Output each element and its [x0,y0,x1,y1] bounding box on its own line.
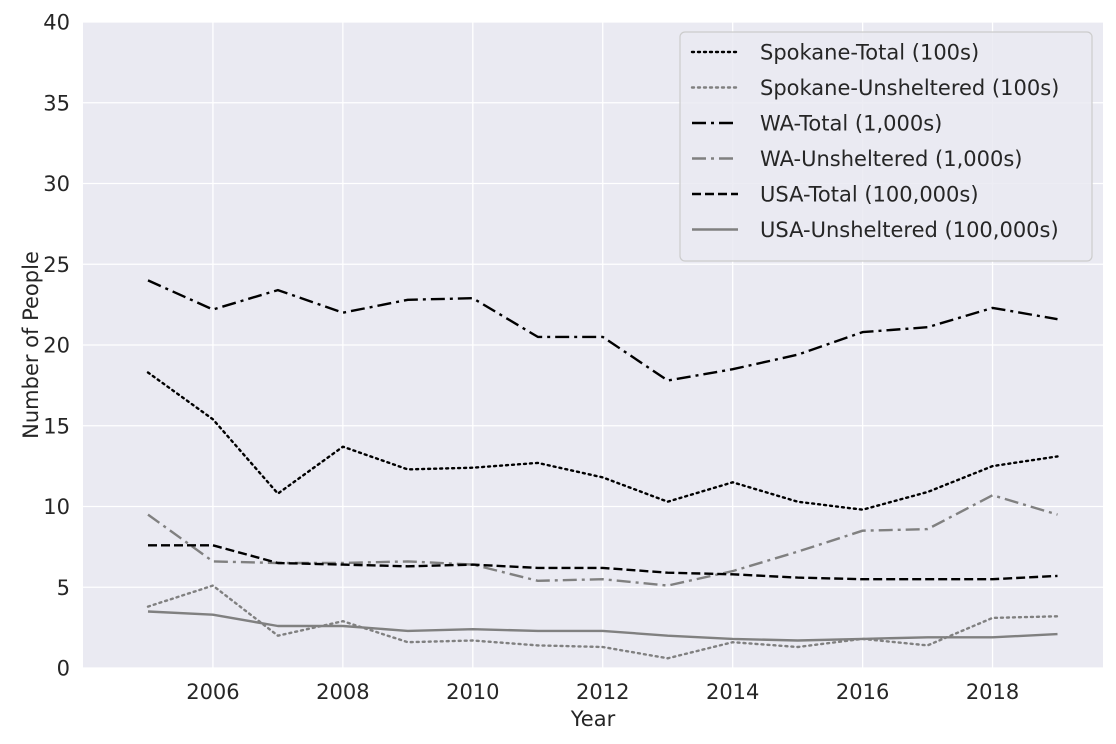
series-line-wa-total-1-000s [147,279,1058,382]
y-tick-label: 35 [43,91,70,115]
x-tick-label: 2018 [966,680,1019,704]
y-axis-label: Number of People [19,251,43,439]
x-tick-label: 2014 [706,680,759,704]
x-tick-label: 2008 [316,680,369,704]
legend-label: USA-Total (100,000s) [760,183,979,207]
legend-box [679,31,1093,262]
y-tick-label: 20 [43,334,70,358]
y-axis-ticks: 0 5 10 15 20 25 30 35 40 [43,11,70,681]
y-tick-label: 25 [43,253,70,277]
legend-label: Spokane-Unsheltered (100s) [760,76,1059,100]
y-tick-label: 40 [43,11,70,35]
series-line-spokane-total-100s [146,371,1059,511]
y-tick-label: 10 [43,495,70,519]
legend-label: Spokane-Total (100s) [760,41,979,65]
y-tick-label: 0 [57,657,70,681]
series-layer [146,279,1059,660]
x-tick-label: 2006 [186,680,239,704]
y-tick-label: 30 [43,172,70,196]
series-line-spokane-unsheltered-100s [146,584,1059,660]
legend-label: WA-Total (1,000s) [760,112,942,136]
y-tick-label: 5 [57,576,70,600]
x-axis-label: Year [570,707,616,731]
x-tick-label: 2010 [446,680,499,704]
legend-label: WA-Unsheltered (1,000s) [760,147,1022,171]
legend: Spokane-Total (100s) Spokane-Unsheltered … [679,31,1093,262]
series-line-usa-total-100-000s [148,544,1058,581]
x-axis-ticks: 2006 2008 2010 2012 2014 2016 2018 [186,680,1019,704]
series-line-wa-unsheltered-1-000s [147,494,1058,587]
x-tick-label: 2012 [576,680,629,704]
legend-label: USA-Unsheltered (100,000s) [760,218,1059,242]
x-tick-label: 2016 [836,680,889,704]
series-line-usa-unsheltered-100-000s [147,610,1058,642]
grid-lines [83,21,1103,669]
y-tick-label: 15 [43,414,70,438]
